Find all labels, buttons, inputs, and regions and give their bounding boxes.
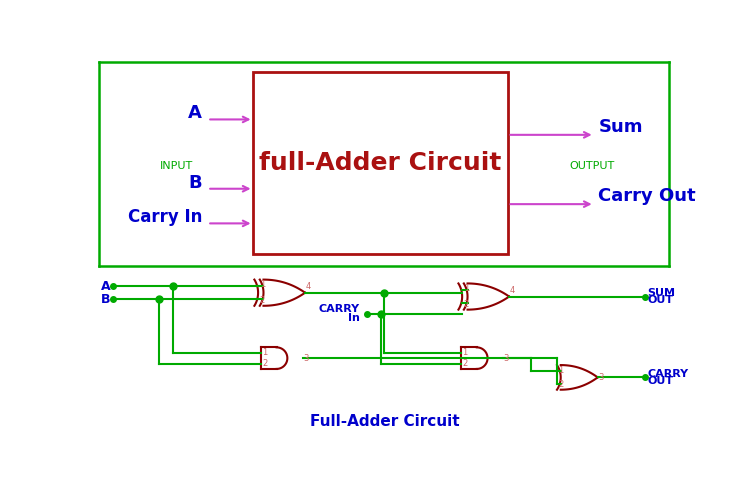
Text: OUT: OUT (648, 295, 674, 306)
Text: 4: 4 (510, 286, 515, 295)
Text: Sum: Sum (598, 118, 643, 136)
Text: 2: 2 (464, 300, 469, 309)
Text: 2: 2 (260, 296, 265, 305)
Text: 2: 2 (462, 359, 467, 368)
Text: 1: 1 (464, 284, 469, 293)
Text: B: B (100, 293, 110, 306)
Text: INPUT: INPUT (160, 161, 193, 171)
Text: 3: 3 (304, 354, 309, 362)
Text: SUM: SUM (648, 288, 676, 298)
Text: 1: 1 (260, 281, 265, 289)
Text: 2: 2 (559, 380, 564, 389)
Text: Carry In: Carry In (128, 208, 202, 226)
Text: 4: 4 (306, 282, 311, 291)
Text: 1: 1 (559, 366, 564, 375)
Text: 1: 1 (262, 348, 267, 357)
Text: A: A (100, 280, 110, 293)
Text: 2: 2 (262, 359, 267, 368)
Text: In: In (348, 313, 360, 323)
Text: Full-Adder Circuit: Full-Adder Circuit (310, 414, 459, 429)
Text: OUT: OUT (648, 376, 674, 386)
Text: 3: 3 (598, 373, 604, 382)
Text: A: A (188, 104, 202, 122)
Text: B: B (188, 174, 202, 191)
Bar (254, 72, 508, 254)
Text: 3: 3 (504, 354, 509, 362)
Text: 1: 1 (462, 348, 467, 357)
Text: CARRY: CARRY (648, 369, 688, 378)
Text: CARRY: CARRY (319, 304, 360, 314)
Text: Carry Out: Carry Out (598, 187, 696, 205)
Text: full-Adder Circuit: full-Adder Circuit (260, 151, 502, 175)
Text: OUTPUT: OUTPUT (570, 161, 615, 171)
